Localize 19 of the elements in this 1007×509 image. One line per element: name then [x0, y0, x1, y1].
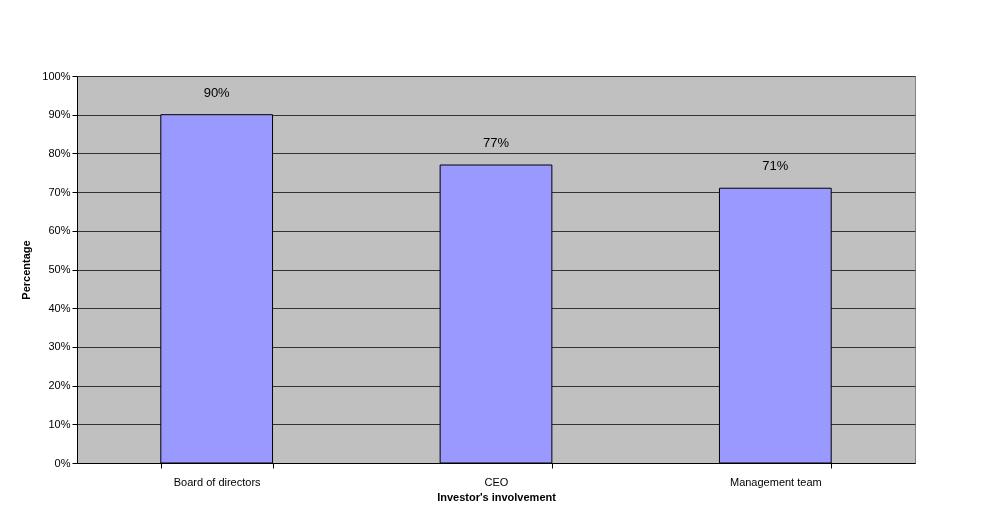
data-label: 77% — [482, 135, 510, 151]
y-tick-label: 10% — [48, 417, 71, 430]
x-tick-label: Management team — [729, 475, 822, 488]
data-label: 71% — [762, 158, 789, 174]
data-label: 90% — [203, 84, 231, 100]
x-tick-label: CEO — [484, 475, 509, 488]
y-tick-label: 0% — [54, 456, 71, 469]
y-tick-label: 30% — [48, 340, 71, 353]
y-tick-label: 100% — [42, 69, 71, 82]
y-tick-label: 20% — [48, 379, 71, 392]
y-tick-label: 70% — [48, 185, 71, 198]
y-tick-label: 50% — [48, 263, 71, 275]
y-tick-label: 60% — [48, 224, 71, 237]
y-tick-label: 80% — [48, 146, 71, 159]
y-tick-label: 40% — [48, 301, 71, 314]
x-tick-label: Board of directors — [173, 475, 262, 488]
y-tick-label: 90% — [48, 108, 71, 121]
x-axis-title: Investor's involvement — [437, 490, 557, 503]
y-axis-title: Percentage — [20, 240, 33, 300]
